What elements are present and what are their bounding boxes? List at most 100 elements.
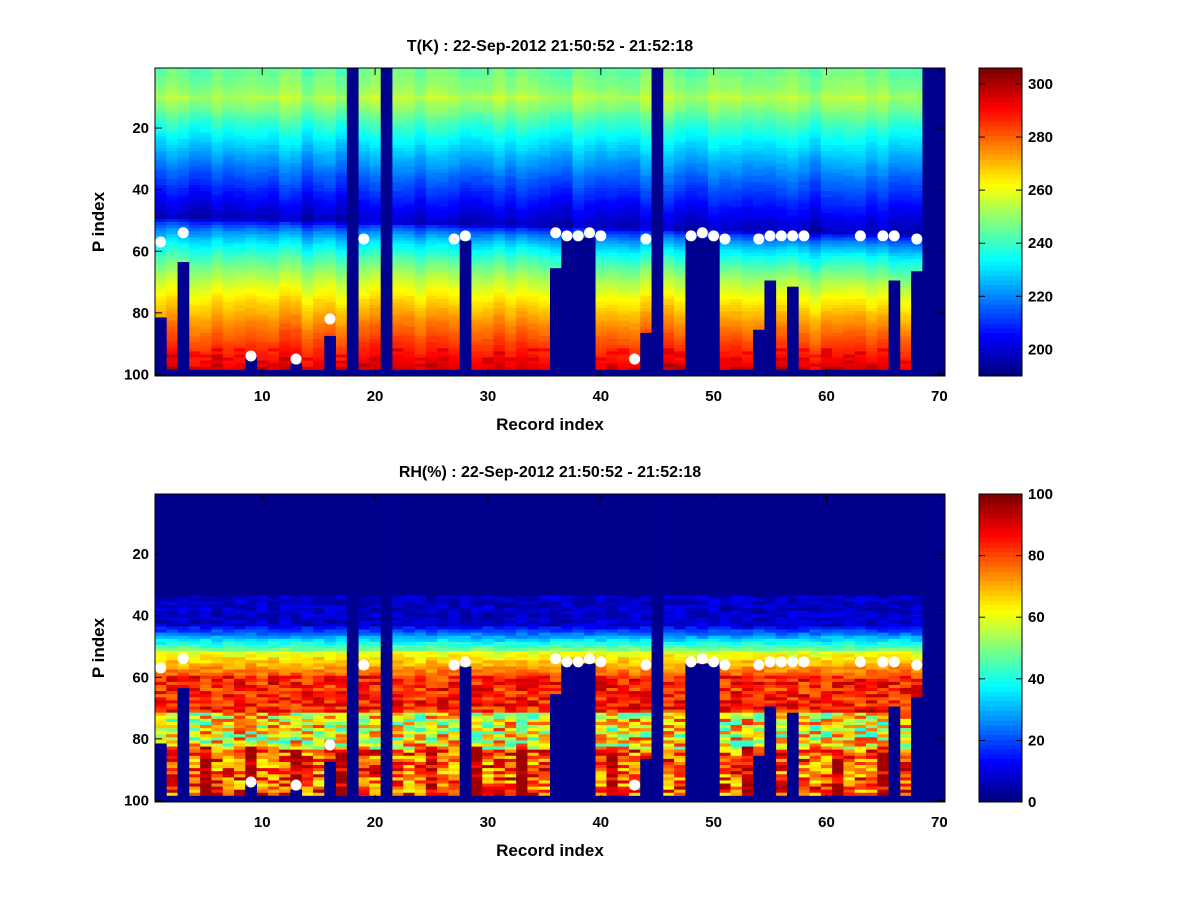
heatmap-cell <box>211 311 224 315</box>
heatmap-cell <box>437 231 449 235</box>
heatmap-cell <box>166 332 178 337</box>
heatmap-cell <box>471 354 483 358</box>
heatmap-cell <box>279 289 291 294</box>
heatmap-cell <box>200 200 212 204</box>
heatmap-cell <box>527 92 540 97</box>
heatmap-cell <box>448 129 461 134</box>
heatmap-cell <box>256 135 269 140</box>
heatmap-cell <box>583 98 596 103</box>
heatmap-cell <box>640 292 652 297</box>
heatmap-cell <box>234 80 246 84</box>
heatmap-cell <box>301 175 314 180</box>
heatmap-cell <box>290 111 303 115</box>
heatmap-cell <box>290 305 303 309</box>
heatmap-cell <box>572 126 585 130</box>
heatmap-cell <box>504 348 517 352</box>
heatmap-cell <box>313 212 325 217</box>
heatmap-cell <box>166 148 178 152</box>
heatmap-cell <box>369 151 382 155</box>
heatmap-cell <box>538 231 551 235</box>
heatmap-cell <box>617 138 630 143</box>
heatmap-cell <box>493 277 506 281</box>
heatmap-cell <box>583 163 596 167</box>
heatmap-cell <box>200 308 212 312</box>
heatmap-cell <box>211 206 224 211</box>
heatmap-cell <box>572 225 585 229</box>
heatmap-cell <box>279 335 291 340</box>
heatmap-cell <box>188 68 201 72</box>
heatmap-cell <box>448 89 461 94</box>
heatmap-cell <box>279 74 291 78</box>
heatmap-cell <box>640 295 652 300</box>
heatmap-cell <box>234 262 246 266</box>
heatmap-cell <box>369 308 382 312</box>
heatmap-cell <box>234 95 246 100</box>
heatmap-cell <box>290 191 303 195</box>
heatmap-cell <box>211 160 224 164</box>
heatmap-cell <box>640 280 652 284</box>
heatmap-cell <box>256 203 269 207</box>
heatmap-cell <box>527 323 540 328</box>
heatmap-cell <box>629 138 641 143</box>
heatmap-cell <box>211 188 224 192</box>
heatmap-cell <box>403 354 415 358</box>
heatmap-cell <box>358 268 370 272</box>
heatmap-cell <box>313 295 325 300</box>
heatmap-cell <box>166 335 178 340</box>
heatmap-cell <box>640 148 652 152</box>
heatmap-cell <box>493 203 506 207</box>
heatmap-cell <box>606 108 619 112</box>
heatmap-cell <box>256 323 269 328</box>
heatmap-cell <box>279 280 291 284</box>
heatmap-cell <box>595 283 607 288</box>
heatmap-cell <box>674 83 686 87</box>
heatmap-cell <box>200 295 212 300</box>
heatmap-cell <box>617 157 630 161</box>
heatmap-cell <box>482 320 494 325</box>
heatmap-cell <box>425 98 438 103</box>
heatmap-cell <box>629 83 641 87</box>
heatmap-cell <box>301 160 314 164</box>
heatmap-cell <box>188 188 201 192</box>
heatmap-cell <box>425 231 438 235</box>
heatmap-cell <box>358 141 370 146</box>
heatmap-cell <box>256 175 269 180</box>
heatmap-cell <box>550 148 562 152</box>
heatmap-cell <box>256 169 269 174</box>
heatmap-cell <box>696 194 709 198</box>
heatmap-cell <box>301 203 314 207</box>
heatmap-cell <box>493 126 506 130</box>
heatmap-cell <box>335 209 348 214</box>
heatmap-cell <box>708 215 720 220</box>
heatmap-cell <box>166 265 178 269</box>
heatmap-cell <box>211 302 224 306</box>
heatmap-cell <box>493 197 506 201</box>
heatmap-cell <box>629 185 641 189</box>
heatmap-cell <box>358 243 370 248</box>
heatmap-cell <box>572 228 585 232</box>
heatmap-cell <box>425 83 438 87</box>
heatmap-cell <box>301 77 314 81</box>
heatmap-cell <box>504 249 517 254</box>
heatmap-cell <box>437 120 449 124</box>
heatmap-cell <box>674 191 686 195</box>
heatmap-cell <box>403 317 415 321</box>
heatmap-cell <box>200 160 212 164</box>
heatmap-cell <box>279 228 291 232</box>
heatmap-cell <box>662 212 675 217</box>
heatmap-cell <box>155 166 167 171</box>
heatmap-cell <box>606 329 619 334</box>
heatmap-cell <box>629 132 641 137</box>
heatmap-cell <box>662 120 675 124</box>
heatmap-cell <box>606 89 619 94</box>
heatmap-cell <box>301 101 314 106</box>
heatmap-cell <box>335 317 348 321</box>
heatmap-cell <box>662 141 675 146</box>
heatmap-cell <box>572 200 585 204</box>
heatmap-cell <box>392 77 404 81</box>
heatmap-cell <box>504 157 517 161</box>
heatmap-cell <box>437 135 449 140</box>
heatmap-cell <box>448 326 461 331</box>
heatmap-cell <box>279 237 291 241</box>
heatmap-cell <box>211 283 224 288</box>
